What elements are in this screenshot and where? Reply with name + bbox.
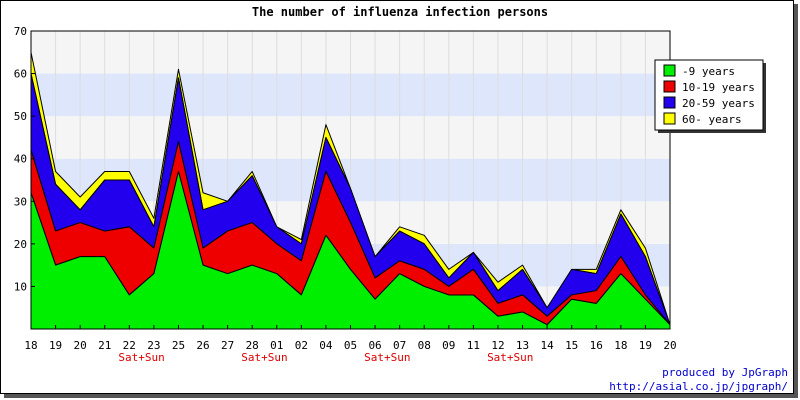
legend-label: 10-19 years xyxy=(682,81,755,94)
legend: -9 years 10-19 years 20-59 years 60- years xyxy=(654,59,766,133)
weekend-label: Sat+Sun xyxy=(487,351,533,364)
x-tick-label: 20 xyxy=(74,339,87,352)
y-tick-label: 70 xyxy=(14,25,27,38)
x-tick-label: 21 xyxy=(98,339,111,352)
x-tick-label: 11 xyxy=(467,339,480,352)
legend-label: -9 years xyxy=(682,65,735,78)
x-tick-label: 01 xyxy=(270,339,283,352)
x-tick-label: 09 xyxy=(442,339,455,352)
x-tick-label: 07 xyxy=(393,339,406,352)
x-tick-label: 06 xyxy=(368,339,381,352)
x-tick-label: 08 xyxy=(418,339,431,352)
y-tick-label: 60 xyxy=(14,68,27,81)
weekend-label: Sat+Sun xyxy=(364,351,410,364)
legend-label: 20-59 years xyxy=(682,97,755,110)
chart-title: The number of influenza infection person… xyxy=(252,5,548,19)
x-tick-label: 20 xyxy=(663,339,676,352)
x-tick-label: 19 xyxy=(639,339,652,352)
x-tick-label: 25 xyxy=(172,339,185,352)
y-tick-label: 20 xyxy=(14,238,27,251)
x-tick-label: 18 xyxy=(614,339,627,352)
x-tick-label: 14 xyxy=(540,339,554,352)
x-tick-label: 15 xyxy=(565,339,578,352)
credit-text: produced by JpGraph xyxy=(662,366,788,379)
x-tick-label: 12 xyxy=(491,339,504,352)
credit-url: http://asial.co.jp/jpgraph/ xyxy=(609,380,788,393)
y-tick-label: 40 xyxy=(14,153,27,166)
x-tick-label: 28 xyxy=(246,339,259,352)
y-tick-label: 30 xyxy=(14,195,27,208)
x-tick-label: 23 xyxy=(147,339,160,352)
legend-swatch xyxy=(663,96,676,109)
legend-label: 60- years xyxy=(682,113,742,126)
x-tick-label: 22 xyxy=(123,339,136,352)
x-tick-label: 26 xyxy=(196,339,209,352)
x-tick-label: 05 xyxy=(344,339,357,352)
x-tick-label: 02 xyxy=(295,339,308,352)
x-tick-label: 19 xyxy=(49,339,62,352)
x-tick-label: 04 xyxy=(319,339,333,352)
x-tick-label: 16 xyxy=(590,339,603,352)
y-tick-label: 10 xyxy=(14,280,27,293)
legend-swatch xyxy=(663,112,676,125)
x-tick-label: 13 xyxy=(516,339,529,352)
x-tick-label: 18 xyxy=(24,339,37,352)
weekend-label: Sat+Sun xyxy=(118,351,164,364)
legend-swatch xyxy=(663,80,676,93)
weekend-label: Sat+Sun xyxy=(241,351,287,364)
x-tick-label: 27 xyxy=(221,339,234,352)
y-tick-label: 50 xyxy=(14,110,27,123)
legend-swatch xyxy=(663,64,676,77)
